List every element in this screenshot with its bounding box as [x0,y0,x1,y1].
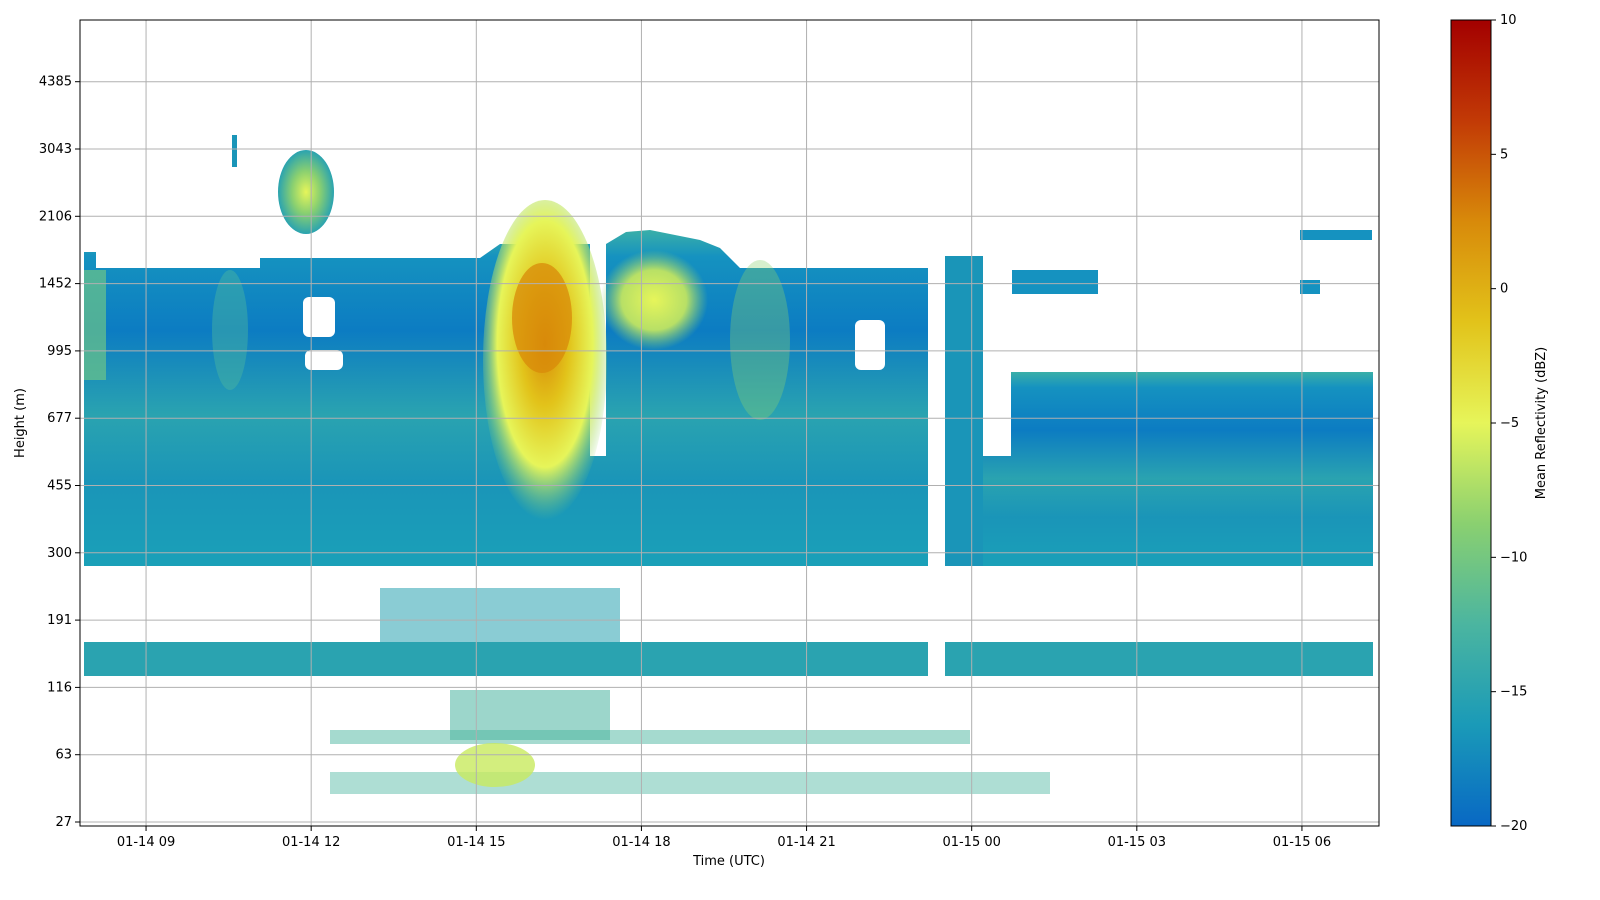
colorbar-label: Mean Reflectivity (dBZ) [1534,347,1549,500]
colorbar-tick-label: −10 [1500,550,1527,565]
reflectivity-secondary [600,250,708,350]
y-tick-label: 995 [47,344,72,359]
y-tick-label: 1452 [39,277,72,292]
y-tick-label: 677 [47,411,72,426]
night-upper-block [945,256,983,566]
x-axis-label: Time (UTC) [692,854,765,869]
y-tick-label: 63 [55,748,72,763]
y-axis-label: Height (m) [13,388,28,458]
surface-highlight [455,743,535,787]
surface-band-1 [330,730,970,744]
y-tick-label: 4385 [39,75,72,90]
colorbar-tick-label: 10 [1500,13,1517,28]
night-fragment-1 [1012,270,1098,294]
hole-3 [855,320,885,370]
y-tick-label: 27 [55,815,72,830]
colorbar-tick-label: 0 [1500,282,1508,297]
colorbar: 10 5 0 −5 −10 −15 −20 Mean Reflectivity (dBZ) [1450,13,1549,834]
left-edge-highlight [84,270,106,380]
y-axis: 27 63 116 191 300 455 677 995 1452 2106 3043 4385 [39,75,80,830]
y-tick-label: 3043 [39,142,72,157]
isolated-streak [232,135,237,167]
plume-streak-2 [212,270,248,390]
plume-streak [730,260,790,420]
x-tick-label: 01-15 06 [1273,835,1331,850]
heatmap-layer-main [84,200,928,566]
x-tick-label: 01-14 18 [612,835,670,850]
x-tick-label: 01-15 03 [1108,835,1166,850]
night-lower-block [983,372,1373,566]
hole-1 [303,297,335,337]
y-tick-label: 191 [47,613,72,628]
isolated-cell [278,150,334,234]
colorbar-tick-label: −20 [1500,819,1527,834]
hole-2 [305,350,343,370]
x-tick-label: 01-15 00 [942,835,1000,850]
y-tick-label: 455 [47,479,72,494]
colorbar-ticks: 10 5 0 −5 −10 −15 −20 [1491,13,1527,834]
colorbar-tick-label: 5 [1500,147,1508,162]
x-tick-label: 01-14 09 [117,835,175,850]
grid [80,20,1379,826]
heatmap-layer-night [945,230,1373,566]
colorbar-tick-label: −15 [1500,685,1527,700]
low-band-upper-scatter [380,588,620,642]
reflectivity-core-inner [512,263,572,373]
night-gap [983,300,1011,456]
y-tick-label: 116 [47,680,72,695]
low-band-main [84,642,928,676]
night-fragment-2 [1300,230,1372,240]
x-tick-label: 01-14 12 [282,835,340,850]
x-tick-label: 01-14 21 [777,835,835,850]
x-tick-label: 01-14 15 [447,835,505,850]
colorbar-tick-label: −5 [1500,416,1519,431]
x-axis: 01-14 09 01-14 12 01-14 15 01-14 18 01-14 21… [117,826,1331,850]
surface-band-2 [330,772,1050,794]
y-tick-label: 2106 [39,209,72,224]
plot-frame [79,19,1380,827]
y-tick-label: 300 [47,546,72,561]
low-band-night [945,642,1373,676]
colorbar-gradient [1450,19,1492,827]
night-fragment-3 [1300,280,1320,294]
